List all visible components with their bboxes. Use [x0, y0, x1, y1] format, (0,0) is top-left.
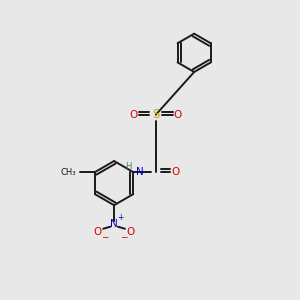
Text: −: − — [120, 232, 127, 242]
Text: O: O — [171, 167, 179, 177]
Text: −: − — [100, 232, 108, 242]
Text: H: H — [125, 162, 132, 171]
Text: CH₃: CH₃ — [60, 168, 76, 177]
Text: S: S — [152, 108, 160, 121]
Text: N: N — [110, 219, 118, 229]
Text: +: + — [117, 213, 124, 222]
Text: O: O — [130, 110, 138, 120]
Text: O: O — [174, 110, 182, 120]
Text: O: O — [126, 227, 134, 237]
Text: N: N — [136, 167, 144, 177]
Text: O: O — [94, 227, 102, 237]
